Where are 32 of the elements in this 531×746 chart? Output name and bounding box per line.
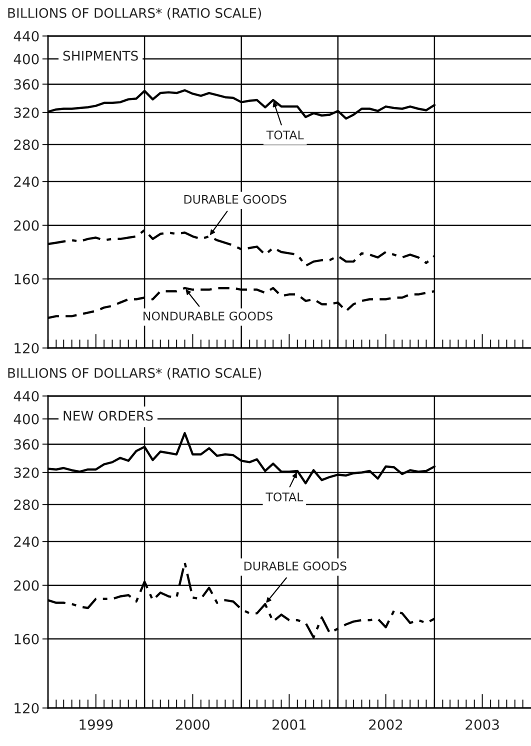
chart-title: BILLIONS OF DOLLARS* (RATIO SCALE) <box>8 368 262 380</box>
y-tick-label: 280 <box>14 140 39 150</box>
y-tick-label: 360 <box>14 79 39 90</box>
y-tick-label: 160 <box>14 274 39 284</box>
y-tick-label: 200 <box>14 220 39 231</box>
y-tick-label: 400 <box>14 54 39 64</box>
y-tick-label: 280 <box>14 500 39 510</box>
x-tick-label: 2000 <box>176 719 210 730</box>
y-tick-label: 440 <box>14 30 39 42</box>
x-tick-label: 2001 <box>272 719 306 730</box>
x-tick-label: 1999 <box>80 719 113 730</box>
annotation: NONDURABLE GOODS <box>144 312 272 321</box>
annotation: DURABLE GOODS <box>184 194 286 204</box>
y-tick-label: 240 <box>14 536 39 548</box>
y-tick-label: 320 <box>14 467 39 478</box>
text: NEW ORDERS <box>64 410 153 421</box>
y-tick-label: 200 <box>14 580 39 591</box>
y-tick-label: 400 <box>14 414 39 424</box>
x-tick-label: 2003 <box>466 719 499 730</box>
y-tick-label: 320 <box>14 107 39 118</box>
text: SHIPMENTS <box>63 50 138 61</box>
y-tick-label: 120 <box>14 342 39 354</box>
y-tick-label: 160 <box>14 634 39 644</box>
annotation: TOTAL <box>266 492 304 502</box>
annotation: TOTAL <box>266 130 304 140</box>
y-tick-label: 360 <box>14 439 39 450</box>
y-tick-label: 120 <box>14 702 39 714</box>
annotation: DURABLE GOODS <box>244 562 346 570</box>
y-tick-label: 240 <box>14 176 39 188</box>
x-tick-label: 2002 <box>369 719 402 730</box>
chart-title: BILLIONS OF DOLLARS* (RATIO SCALE) <box>8 8 262 20</box>
y-tick-label: 440 <box>14 390 39 402</box>
